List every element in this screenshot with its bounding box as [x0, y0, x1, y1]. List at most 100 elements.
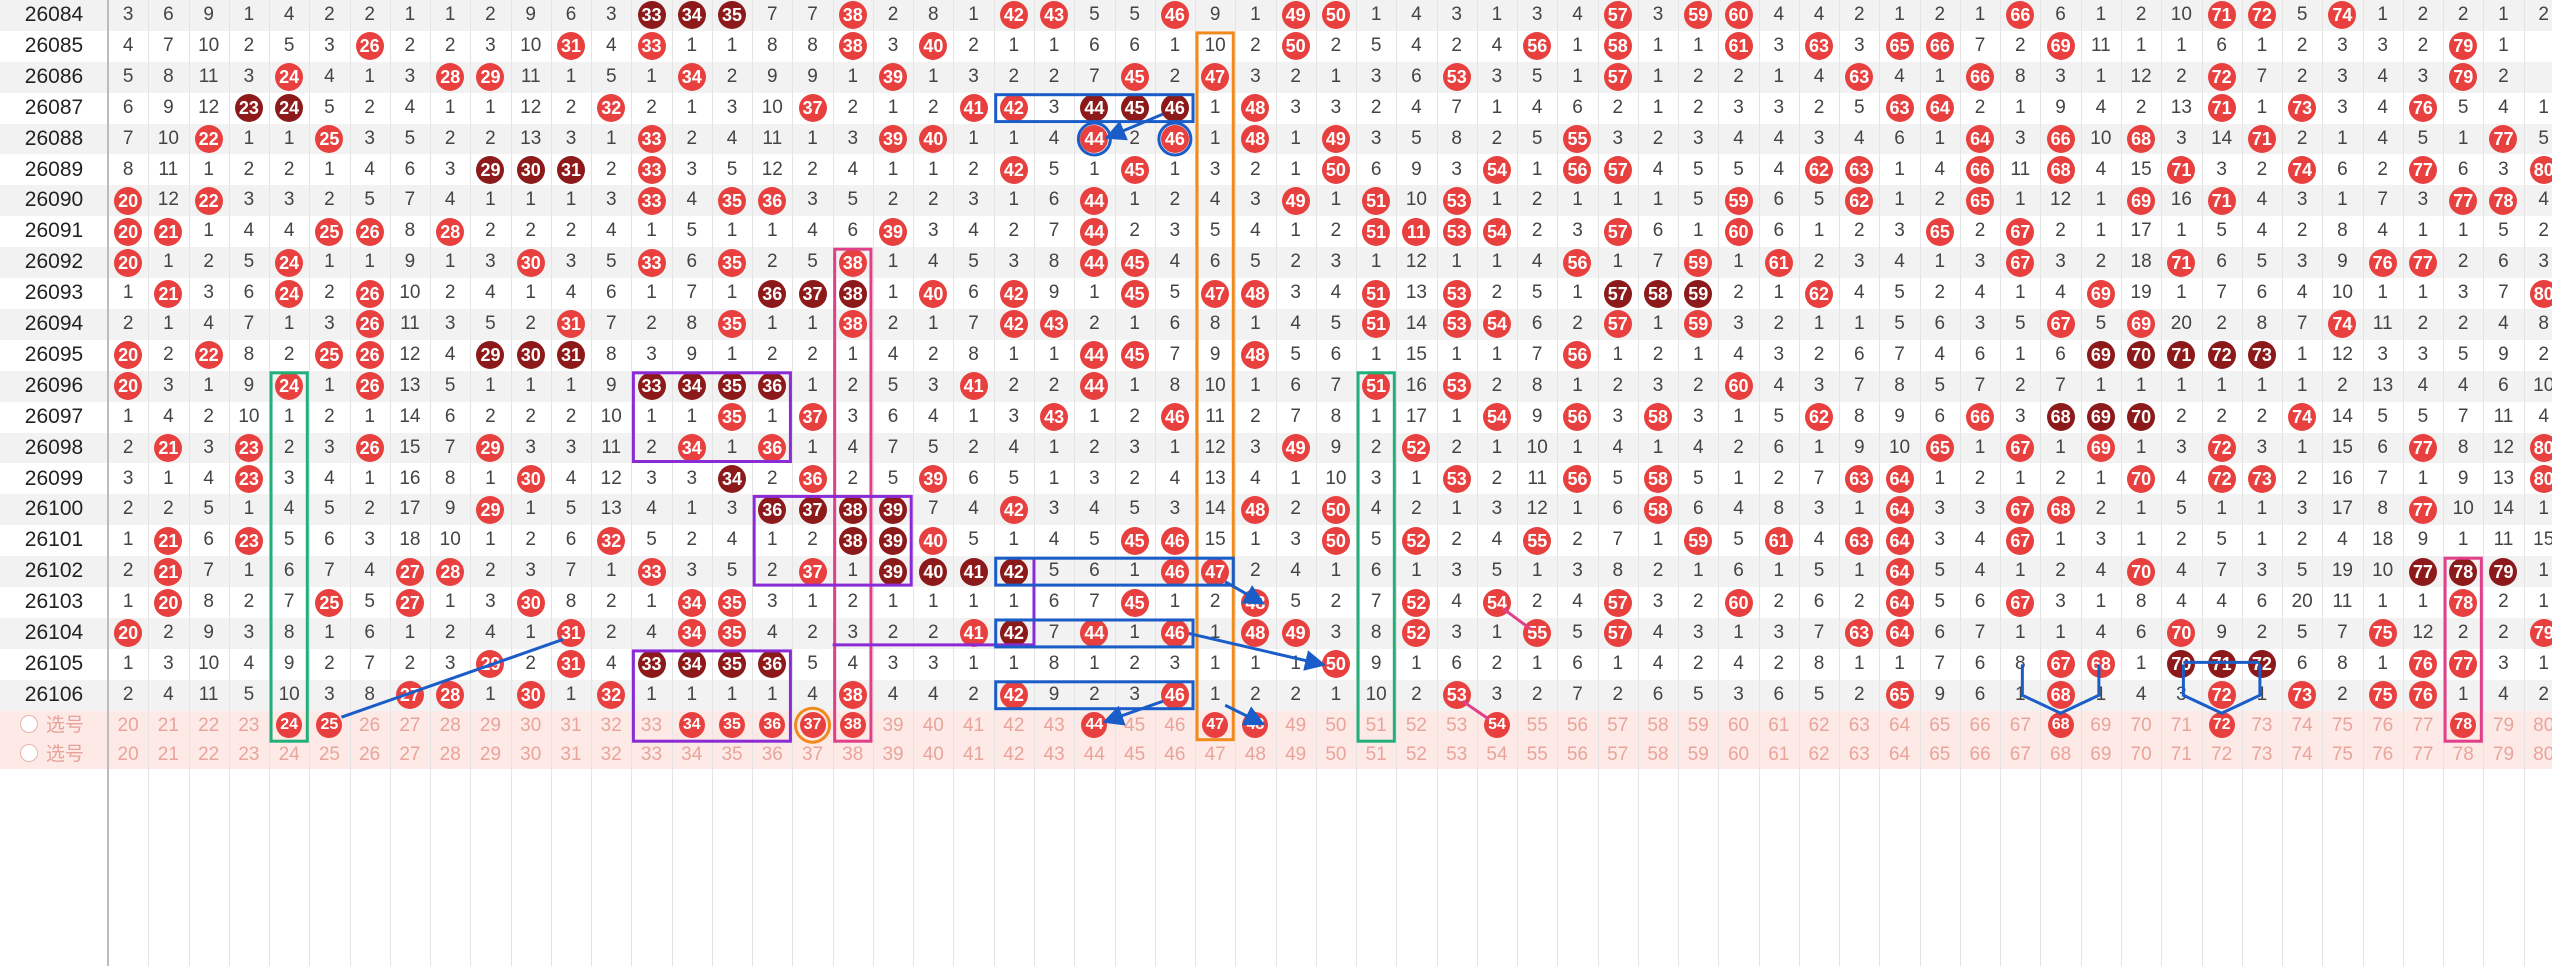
omission-count: 1 — [726, 220, 738, 242]
omission-count: 2 — [847, 96, 859, 118]
drawn-number-ball: 50 — [1321, 526, 1350, 555]
selectable-number[interactable]: 20 — [117, 714, 139, 736]
omission-count: 2 — [1531, 189, 1543, 211]
drawn-number-ball: 74 — [2328, 1, 2357, 30]
omission-count: 1 — [968, 4, 979, 25]
drawn-number-ball: 21 — [154, 557, 183, 586]
omission-count: 6 — [1974, 652, 1986, 674]
omission-count: 1 — [928, 591, 939, 613]
omission-count: 4 — [1773, 127, 1785, 149]
omission-count: 7 — [1048, 220, 1060, 242]
omission-count: 7 — [2256, 65, 2268, 87]
selectable-number[interactable]: 27 — [399, 714, 421, 736]
omission-count: 7 — [324, 560, 335, 582]
omission-count: 6 — [2498, 374, 2509, 396]
radio-icon[interactable] — [20, 714, 38, 733]
selected-number-ball[interactable]: 24 — [276, 712, 303, 739]
drawn-number-ball: 35 — [718, 372, 747, 401]
omission-count: 3 — [1451, 622, 1462, 643]
omission-count: 3 — [646, 467, 657, 489]
omission-count: 4 — [1733, 127, 1744, 149]
selected-number-ball[interactable]: 34 — [678, 712, 705, 739]
omission-count: 15 — [2533, 529, 2552, 551]
omission-count: 7 — [2216, 282, 2227, 304]
drawn-number-ball: 41 — [959, 94, 988, 123]
selectable-number[interactable]: 23 — [238, 714, 260, 736]
omission-count: 1 — [2538, 652, 2549, 674]
omission-count: 4 — [2216, 591, 2227, 613]
omission-count: 3 — [364, 127, 375, 149]
omission-count: 2 — [1169, 65, 1181, 87]
drawn-number-ball: 64 — [1966, 125, 1995, 154]
omission-count: 1 — [1692, 560, 1704, 582]
omission-count: 3 — [1290, 529, 1301, 551]
omission-count: 2 — [646, 313, 657, 334]
drawn-number-ball: 33 — [637, 155, 666, 184]
selectable-number[interactable]: 33 — [640, 714, 663, 736]
drawn-number-ball: 52 — [1402, 588, 1431, 617]
omission-count: 2 — [2176, 65, 2187, 87]
drawn-number-ball: 79 — [2489, 557, 2518, 586]
omission-count: 1 — [1934, 65, 1946, 87]
omission-count: 2 — [807, 343, 818, 365]
omission-count: 4 — [1330, 282, 1342, 304]
issue-number: 26102 — [24, 559, 84, 583]
omission-count: 5 — [2015, 313, 2026, 334]
drawn-number-ball: 48 — [1241, 341, 1270, 370]
omission-count: 8 — [766, 34, 778, 56]
omission-count: 2 — [605, 591, 617, 613]
selected-number-ball[interactable]: 35 — [719, 712, 746, 739]
selectable-number[interactable]: 22 — [198, 714, 220, 736]
selectable-number[interactable]: 29 — [479, 714, 502, 736]
omission-count: 4 — [1773, 158, 1785, 180]
selection-row-label[interactable]: 选号 — [0, 711, 108, 740]
omission-count: 1 — [565, 683, 577, 705]
omission-count: 3 — [2498, 652, 2509, 674]
omission-count: 4 — [2176, 560, 2187, 582]
omission-count: 1 — [1612, 652, 1624, 674]
omission-count: 1 — [485, 467, 496, 489]
omission-count: 3 — [243, 189, 255, 211]
drawn-number-ball: 80 — [2529, 464, 2552, 493]
selectable-number[interactable]: 32 — [600, 714, 622, 736]
omission-count: 3 — [1169, 498, 1181, 520]
omission-count: 4 — [1089, 498, 1100, 520]
omission-count: 6 — [968, 467, 979, 489]
drawn-number-ball: 34 — [677, 619, 706, 648]
omission-count: 1 — [1773, 560, 1785, 582]
selectable-number[interactable]: 31 — [560, 714, 582, 736]
omission-count: 3 — [2417, 343, 2429, 365]
purple-block-box — [752, 494, 913, 587]
selectable-number[interactable]: 28 — [439, 714, 461, 736]
blue-row-box — [994, 93, 1195, 124]
selectable-number[interactable]: 30 — [520, 714, 542, 736]
drawn-number-ball: 79 — [2449, 63, 2478, 92]
issue-number: 26104 — [24, 621, 84, 644]
omission-count: 5 — [968, 251, 979, 273]
drawn-number-ball: 46 — [1160, 619, 1189, 648]
selected-number-ball[interactable]: 36 — [759, 712, 786, 739]
drawn-number-ball: 80 — [2529, 434, 2552, 463]
omission-count: 7 — [887, 436, 899, 458]
selected-number-ball[interactable]: 37 — [799, 712, 826, 739]
omission-count: 5 — [887, 374, 899, 396]
omission-count: 10 — [2331, 282, 2353, 304]
drawn-number-ball: 38 — [838, 681, 867, 710]
drawn-number-ball: 40 — [919, 557, 948, 586]
omission-count: 15 — [399, 436, 421, 458]
selected-number-ball[interactable]: 25 — [316, 712, 343, 739]
drawn-number-ball: 42 — [999, 94, 1028, 123]
omission-count: 4 — [1370, 498, 1382, 520]
omission-count: 7 — [2377, 189, 2388, 211]
drawn-number-ball: 71 — [2247, 125, 2276, 154]
omission-count: 3 — [485, 591, 496, 613]
drawn-number-ball: 57 — [1603, 1, 1632, 30]
selectable-number[interactable]: 21 — [157, 714, 179, 736]
drawn-number-ball: 60 — [1724, 588, 1753, 617]
selectable-number[interactable]: 26 — [359, 714, 381, 736]
omission-count: 3 — [2498, 158, 2509, 180]
omission-count: 5 — [1934, 560, 1946, 582]
omission-count: 13 — [399, 374, 421, 396]
omission-count: 1 — [726, 282, 738, 304]
omission-count: 2 — [1048, 65, 1060, 87]
